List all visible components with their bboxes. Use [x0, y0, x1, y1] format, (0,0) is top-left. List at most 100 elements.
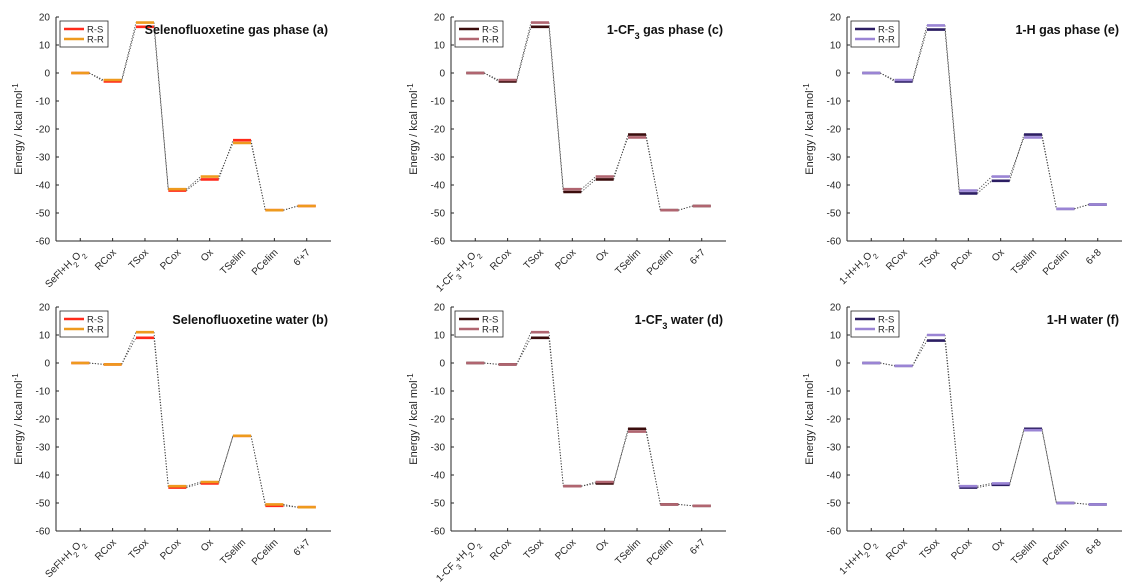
y-tick-label: -60 — [827, 527, 842, 538]
connector-line — [516, 22, 532, 81]
y-tick-label: -10 — [36, 387, 51, 398]
connector-line — [516, 332, 532, 365]
x-tick-label: Ox — [199, 247, 216, 264]
connector-line — [1009, 137, 1025, 177]
y-tick-label: 20 — [434, 13, 446, 24]
connector-line — [912, 29, 928, 82]
y-tick-label: -20 — [36, 415, 51, 426]
legend-label: R-R — [482, 35, 499, 46]
y-tick-label: 10 — [39, 331, 51, 342]
x-tick-label: Ox — [594, 247, 611, 264]
connector-line — [250, 140, 266, 211]
connector-line — [678, 503, 693, 507]
connector-line — [678, 205, 693, 211]
connector-line — [645, 137, 661, 211]
legend-label: R-R — [87, 325, 104, 336]
connector-line — [516, 26, 532, 82]
connector-line — [1041, 430, 1057, 504]
y-tick-label: -30 — [827, 443, 842, 454]
y-tick-label: -30 — [36, 443, 51, 454]
x-tick-label: PCox — [158, 537, 183, 562]
connector-line — [1074, 204, 1089, 210]
y-tick-label: -50 — [431, 209, 446, 220]
y-tick-label: -50 — [36, 499, 51, 510]
x-tick-label: SeFl+H2O2 — [43, 247, 88, 292]
y-tick-label: 0 — [835, 359, 841, 370]
x-tick-label: TSelim — [613, 537, 643, 567]
x-tick-label: 1-H+H2O2 — [838, 537, 880, 579]
connector-line — [218, 142, 234, 177]
x-tick-label: RCox — [488, 247, 513, 272]
x-tick-label: PCelim — [645, 247, 676, 278]
chart-panel: 20 10 0 -10 -20 -30 -40 -50 -60 Energy / kcal mol… — [802, 13, 1122, 287]
legend-box — [850, 310, 900, 338]
y-axis-label: Energy / kcal mol-1 — [11, 83, 26, 175]
legend-label: R-S — [87, 25, 103, 36]
chart-title: 1-CF3 gas phase (c) — [607, 23, 723, 41]
connector-line — [121, 22, 137, 81]
x-tick-label: TSox — [127, 247, 151, 271]
connector-line — [613, 134, 629, 180]
connector-line — [1074, 204, 1089, 210]
connector-line — [977, 484, 992, 489]
connector-line — [250, 142, 266, 211]
connector-line — [977, 180, 992, 194]
x-tick-label: 6'+7 — [292, 537, 313, 558]
x-tick-label: SeFl+H2O2 — [43, 537, 88, 582]
y-tick-label: -10 — [827, 387, 842, 398]
y-tick-label: -10 — [36, 97, 51, 108]
connector-line — [250, 435, 266, 506]
x-tick-label: RCox — [93, 247, 118, 272]
y-tick-label: -60 — [827, 237, 842, 248]
connector-line — [581, 176, 596, 190]
x-tick-label: PCox — [949, 247, 974, 272]
connector-line — [977, 176, 992, 191]
connector-line — [613, 431, 629, 483]
x-tick-label: TSox — [127, 537, 151, 561]
y-axis-label: Energy / kcal mol-1 — [406, 83, 421, 175]
x-tick-label: TSelim — [1009, 247, 1039, 277]
y-tick-label: 10 — [830, 331, 842, 342]
connector-line — [484, 72, 499, 82]
y-tick-label: 0 — [835, 69, 841, 80]
x-tick-label: 6+8 — [1084, 247, 1104, 267]
legend-box — [454, 20, 504, 48]
chart-title: 1-H gas phase (e) — [1015, 23, 1119, 37]
connector-line — [944, 29, 960, 194]
x-tick-label: TSelim — [218, 537, 248, 567]
legend-label: R-S — [482, 25, 498, 36]
x-tick-label: Ox — [990, 537, 1007, 554]
y-tick-label: 10 — [434, 41, 446, 52]
connector-line — [678, 205, 693, 211]
y-tick-label: 10 — [39, 41, 51, 52]
y-tick-label: 10 — [434, 331, 446, 342]
y-axis-label: Energy / kcal mol-1 — [802, 83, 817, 175]
y-tick-label: -30 — [36, 153, 51, 164]
y-tick-label: -30 — [431, 443, 446, 454]
y-tick-label: -50 — [827, 209, 842, 220]
connector-line — [121, 26, 137, 82]
connector-line — [218, 435, 234, 483]
chart-title: 1-H water (f) — [1047, 313, 1119, 327]
y-tick-label: 20 — [830, 303, 842, 314]
x-tick-label: Ox — [199, 537, 216, 554]
legend-label: R-S — [482, 315, 498, 326]
x-tick-label: Ox — [990, 247, 1007, 264]
y-tick-label: -10 — [431, 97, 446, 108]
connector-line — [912, 340, 928, 367]
y-tick-label: -30 — [827, 153, 842, 164]
connector-line — [645, 431, 661, 505]
y-tick-label: -20 — [827, 125, 842, 136]
connector-line — [121, 332, 137, 365]
x-tick-label: PCelim — [250, 247, 281, 278]
chart-title: Selenofluoxetine gas phase (a) — [145, 23, 328, 37]
y-tick-label: -20 — [36, 125, 51, 136]
legend-box — [454, 310, 504, 338]
connector-line — [186, 481, 201, 487]
x-tick-label: 6+7 — [688, 537, 708, 557]
y-tick-label: 20 — [434, 303, 446, 314]
y-tick-label: 0 — [44, 359, 50, 370]
chart-panel: 20 10 0 -10 -20 -30 -40 -50 -60 Energy / kcal mol… — [802, 303, 1122, 579]
chart-panel: 20 10 0 -10 -20 -30 -40 -50 -60 Energy / kcal mol… — [406, 13, 726, 294]
